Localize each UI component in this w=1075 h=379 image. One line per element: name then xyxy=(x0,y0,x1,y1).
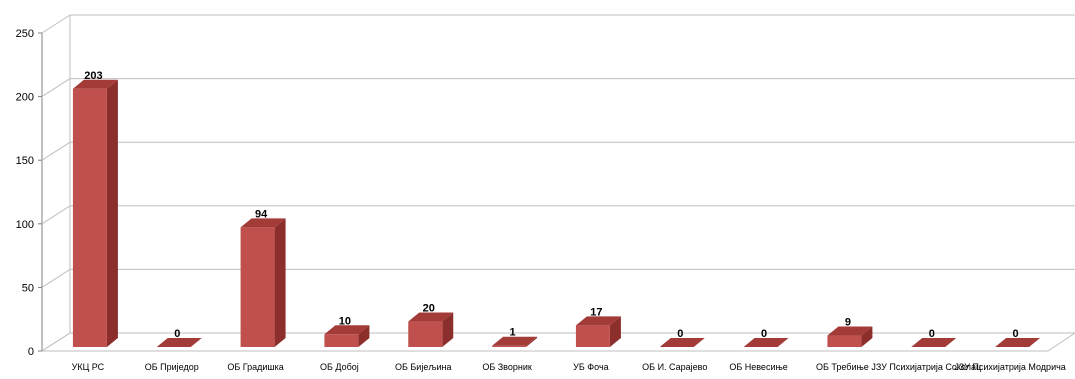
bar xyxy=(827,327,872,347)
bar xyxy=(241,218,286,347)
side-gridline xyxy=(42,79,70,97)
bar-side xyxy=(275,218,286,347)
side-gridline xyxy=(42,15,70,33)
bar xyxy=(324,325,369,347)
bar xyxy=(408,313,453,347)
x-tick-label: ОБ Градишка xyxy=(227,362,283,372)
grid-layer xyxy=(38,15,1075,351)
x-tick-label: ОБ Приједор xyxy=(145,362,199,372)
data-label: 9 xyxy=(845,317,851,329)
bar-front xyxy=(827,336,861,347)
data-label: 0 xyxy=(1013,328,1019,340)
y-axis-ticks: 0 50 100 150 200 250 xyxy=(16,28,34,358)
y-tick-label: 150 xyxy=(16,155,34,167)
x-tick-label: ЈЗУ Психијатрија Модрича xyxy=(954,362,1065,372)
data-label: 94 xyxy=(255,208,268,220)
x-tick-label: УКЦ РС xyxy=(72,362,105,372)
y-tick-label: 50 xyxy=(22,282,34,294)
bar-front xyxy=(241,227,275,347)
x-tick-label: ОБ Требиње xyxy=(816,362,869,372)
bar-front xyxy=(408,322,442,347)
data-labels-layer: 203 0 94 10 20 1 17 0 0 9 0 0 xyxy=(84,70,1018,340)
bar-side xyxy=(107,80,118,347)
bar xyxy=(576,316,621,347)
x-axis-ticks: УКЦ РС ОБ Приједор ОБ Градишка ОБ Добој ОБ Б… xyxy=(72,362,1066,372)
x-tick-label: ОБ Добој xyxy=(320,362,359,372)
y-tick-label: 250 xyxy=(16,28,34,40)
bar-front xyxy=(576,325,610,347)
bar-front xyxy=(492,346,526,347)
x-tick-label: ОБ И. Сарајево xyxy=(642,362,707,372)
data-label: 17 xyxy=(590,306,602,318)
data-label: 203 xyxy=(84,70,102,82)
x-tick-label: ОБ Бијељина xyxy=(395,362,452,372)
data-label: 0 xyxy=(677,328,683,340)
side-gridline xyxy=(42,333,70,351)
x-tick-label: ОБ Зворник xyxy=(482,362,532,372)
data-label: 10 xyxy=(339,315,351,327)
x-tick-label: ОБ Невесиње xyxy=(729,362,787,372)
side-gridline xyxy=(42,269,70,287)
bar-front xyxy=(324,334,358,347)
bar-front xyxy=(73,89,107,347)
data-label: 0 xyxy=(174,328,180,340)
side-gridline xyxy=(42,142,70,160)
side-gridline xyxy=(42,206,70,224)
data-label: 20 xyxy=(423,303,435,315)
data-label: 1 xyxy=(510,327,516,339)
y-tick-label: 100 xyxy=(16,219,34,231)
bars-layer xyxy=(73,80,1040,347)
bar xyxy=(73,80,118,347)
x-tick-label: УБ Фоча xyxy=(573,362,608,372)
data-label: 0 xyxy=(761,328,767,340)
data-label: 0 xyxy=(929,328,935,340)
y-tick-label: 200 xyxy=(16,92,34,104)
y-tick-label: 0 xyxy=(28,346,34,358)
